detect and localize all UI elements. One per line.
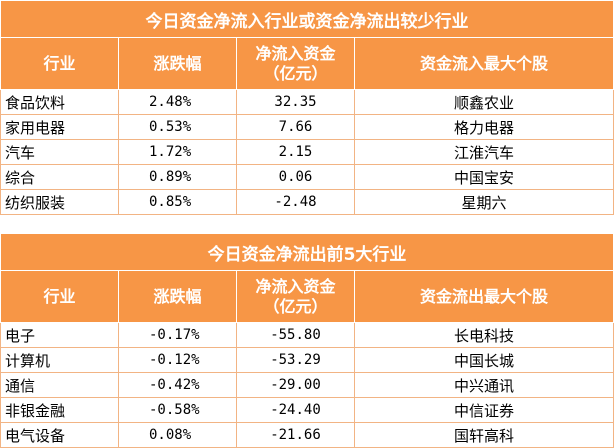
- change-cell: -0.17%: [118, 322, 237, 348]
- net-flow-header-line2: （亿元）: [263, 63, 328, 83]
- industry-cell: 非银金融: [0, 397, 119, 423]
- change-cell: 2.48%: [118, 89, 237, 115]
- top-stock-cell: 格力电器: [354, 114, 614, 140]
- industry-cell: 纺织服装: [0, 189, 119, 215]
- top-stock-cell: 长电科技: [353, 322, 615, 348]
- change-cell: -0.58%: [118, 397, 237, 423]
- column-header-net-flow: 净流入资金 （亿元）: [236, 37, 355, 90]
- change-cell: -0.42%: [118, 372, 237, 398]
- top-stock-cell: 星期六: [354, 189, 614, 215]
- net-flow-cell: -2.48: [236, 189, 355, 215]
- industry-cell: 家用电器: [0, 114, 119, 140]
- net-flow-cell: -29.00: [236, 372, 355, 398]
- change-cell: -0.12%: [118, 347, 237, 373]
- table-row: 食品饮料 2.48% 32.35 顺鑫农业: [0, 89, 614, 115]
- industry-cell: 综合: [0, 164, 119, 190]
- top-stock-cell: 江淮汽车: [354, 139, 614, 165]
- column-header-industry: 行业: [0, 270, 119, 323]
- top-stock-cell: 顺鑫农业: [354, 89, 614, 115]
- column-header-top-stock: 资金流入最大个股: [354, 37, 614, 90]
- top-stock-cell: 中国宝安: [354, 164, 614, 190]
- net-flow-cell: 32.35: [236, 89, 355, 115]
- table-title: 今日资金净流入行业或资金净流出较少行业: [0, 0, 614, 38]
- table-row: 家用电器 0.53% 7.66 格力电器: [0, 114, 614, 140]
- net-flow-cell: -24.40: [236, 397, 355, 423]
- table-row: 通信 -0.42% -29.00 中兴通讯: [0, 372, 615, 398]
- table-row: 电子 -0.17% -55.80 长电科技: [0, 322, 615, 348]
- table-separator: [0, 216, 615, 234]
- table-row: 计算机 -0.12% -53.29 中国长城: [0, 347, 615, 373]
- net-flow-header-line1: 净流入资金: [255, 276, 336, 296]
- table-row: 综合 0.89% 0.06 中国宝安: [0, 164, 614, 190]
- industry-cell: 计算机: [0, 347, 119, 373]
- change-cell: 0.85%: [118, 189, 237, 215]
- net-flow-cell: 2.15: [236, 139, 355, 165]
- column-header-net-flow: 净流入资金 （亿元）: [236, 270, 355, 323]
- column-header-top-stock: 资金流出最大个股: [353, 270, 615, 323]
- column-header-change: 涨跌幅: [118, 270, 237, 323]
- outflow-industry-table: 今日资金净流出前5大行业 行业 涨跌幅 净流入资金 （亿元） 资金流出最大个股 …: [0, 233, 615, 448]
- net-flow-header-line1: 净流入资金: [255, 43, 336, 63]
- top-stock-cell: 中国长城: [353, 347, 615, 373]
- table-title: 今日资金净流出前5大行业: [0, 233, 615, 271]
- top-stock-cell: 中信证券: [353, 397, 615, 423]
- industry-cell: 电子: [0, 322, 119, 348]
- change-cell: 0.89%: [118, 164, 237, 190]
- column-header-change: 涨跌幅: [118, 37, 237, 90]
- net-flow-cell: -53.29: [236, 347, 355, 373]
- net-flow-cell: 0.06: [236, 164, 355, 190]
- net-flow-cell: 7.66: [236, 114, 355, 140]
- industry-cell: 通信: [0, 372, 119, 398]
- net-flow-cell: -55.80: [236, 322, 355, 348]
- table-row: 纺织服装 0.85% -2.48 星期六: [0, 189, 614, 215]
- net-flow-header-line2: （亿元）: [263, 296, 328, 316]
- change-cell: 0.53%: [118, 114, 237, 140]
- industry-cell: 汽车: [0, 139, 119, 165]
- industry-cell: 食品饮料: [0, 89, 119, 115]
- top-stock-cell: 中兴通讯: [353, 372, 615, 398]
- change-cell: 1.72%: [118, 139, 237, 165]
- table-row: 非银金融 -0.58% -24.40 中信证券: [0, 397, 615, 423]
- inflow-industry-table: 今日资金净流入行业或资金净流出较少行业 行业 涨跌幅 净流入资金 （亿元） 资金…: [0, 0, 614, 215]
- table-row: 汽车 1.72% 2.15 江淮汽车: [0, 139, 614, 165]
- column-header-industry: 行业: [0, 37, 119, 90]
